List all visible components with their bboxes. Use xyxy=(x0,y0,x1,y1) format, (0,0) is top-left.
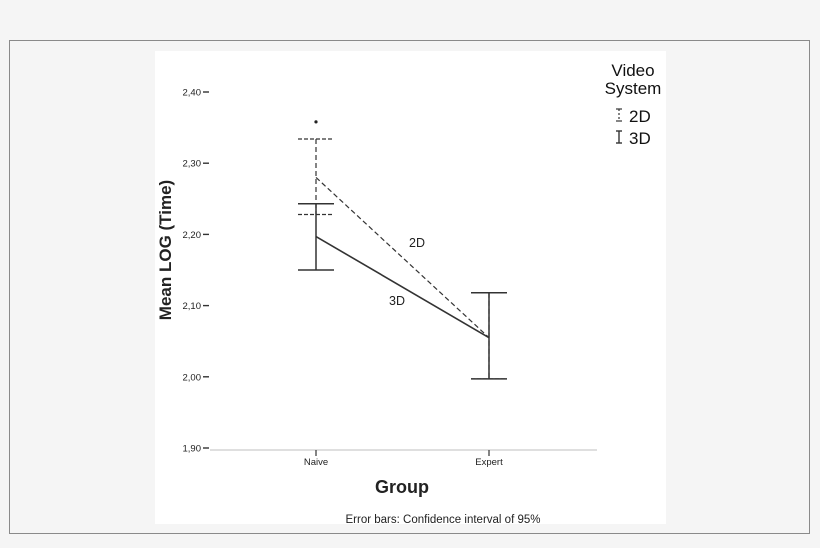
outlier-point xyxy=(314,120,318,124)
legend-3d-symbol xyxy=(616,130,622,144)
x-tick-label: Expert xyxy=(475,457,503,468)
y-tick-label: 2,00 xyxy=(183,372,202,383)
y-tick-label: 2,30 xyxy=(183,159,202,170)
legend: Video System 2D 3D xyxy=(605,61,662,148)
y-tick-label: 2,20 xyxy=(183,230,202,241)
series-label-3d: 3D xyxy=(389,294,405,308)
series-line-2d xyxy=(315,176,490,339)
series-label-2d: 2D xyxy=(409,236,425,250)
chart-panel xyxy=(155,51,666,524)
legend-2d-symbol xyxy=(616,108,622,122)
y-tick-label: 2,40 xyxy=(183,88,202,99)
series-line-3d xyxy=(315,235,490,339)
footnote: Error bars: Confidence interval of 95% xyxy=(346,514,541,526)
axes-group: 1,90 2,00 2,10 2,20 2,30 2,40 Naive Expert xyxy=(183,88,597,468)
y-axis-label: Mean LOG (Time) xyxy=(156,180,175,320)
y-tick-label: 1,90 xyxy=(183,444,202,455)
legend-3d-label: 3D xyxy=(629,129,651,148)
series-layer: 2D 3D xyxy=(298,120,507,380)
x-tick-label: Naive xyxy=(304,457,328,468)
legend-title-line1: Video xyxy=(611,61,654,80)
x-axis-label: Group xyxy=(375,477,429,497)
y-tick-label: 2,10 xyxy=(183,301,202,312)
legend-2d-label: 2D xyxy=(629,107,651,126)
legend-title-line2: System xyxy=(605,79,662,98)
